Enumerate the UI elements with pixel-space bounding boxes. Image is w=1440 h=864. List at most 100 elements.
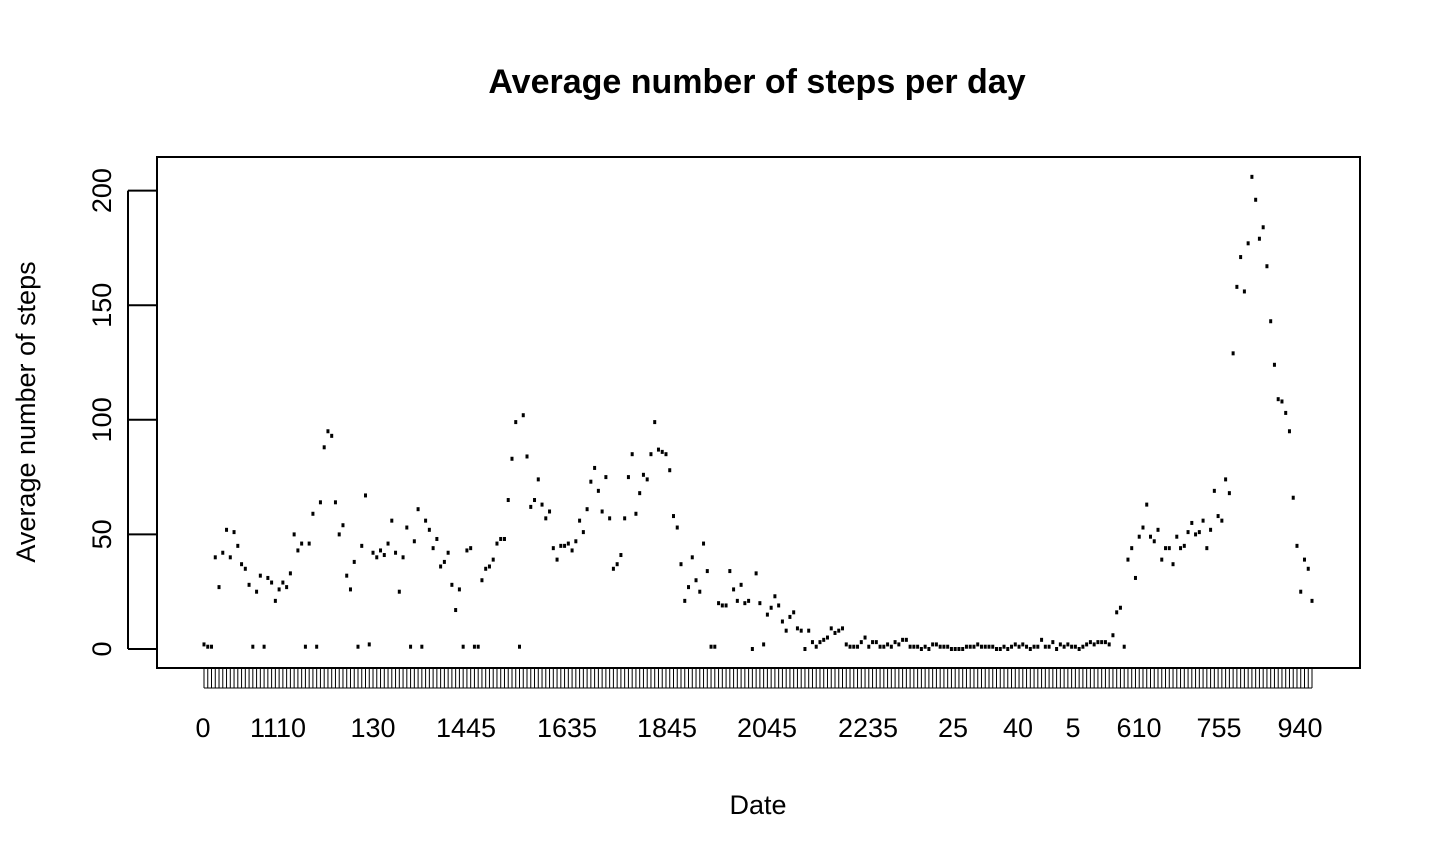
data-point (409, 644, 413, 649)
data-point (690, 555, 694, 560)
data-point (694, 578, 698, 583)
data-point (420, 644, 424, 649)
data-point (1055, 647, 1059, 651)
data-point (1115, 610, 1119, 615)
data-point (251, 644, 255, 649)
data-point (717, 601, 721, 606)
data-point (300, 541, 304, 546)
data-point (446, 550, 450, 555)
data-point (814, 644, 818, 649)
data-point (431, 546, 435, 551)
data-point (630, 452, 634, 457)
data-point (799, 628, 803, 633)
x-tick-label: 2235 (838, 713, 898, 743)
data-point (904, 637, 908, 642)
data-point (454, 608, 458, 613)
data-point (608, 516, 612, 521)
data-point (825, 635, 829, 640)
data-point (525, 454, 529, 459)
data-point (938, 644, 942, 649)
data-point (991, 644, 995, 649)
data-point (1167, 546, 1171, 551)
data-point (784, 628, 788, 633)
data-point (1272, 362, 1276, 367)
chart-title: Average number of steps per day (488, 63, 1025, 101)
data-point (1062, 644, 1066, 649)
data-point (521, 413, 525, 418)
data-point (1197, 530, 1201, 535)
data-point (1186, 530, 1190, 535)
x-tick-label: 1110 (250, 713, 306, 743)
data-point (1194, 532, 1198, 537)
data-point (1160, 557, 1164, 562)
data-point (1040, 637, 1044, 642)
data-point (871, 640, 875, 645)
data-point (1220, 518, 1224, 523)
data-point (1051, 640, 1055, 645)
data-point (1216, 514, 1220, 519)
data-point (529, 504, 533, 509)
data-point (1148, 534, 1152, 539)
data-point (1164, 546, 1168, 551)
data-point (934, 642, 938, 647)
data-point (563, 543, 567, 548)
data-point (705, 569, 709, 574)
data-point (683, 598, 687, 603)
data-point (1231, 351, 1235, 356)
plot-frame (156, 156, 1361, 669)
data-point (949, 647, 953, 651)
data-point (540, 502, 544, 507)
data-point (1107, 642, 1111, 647)
data-point (228, 555, 232, 560)
data-point (427, 527, 431, 532)
data-point (405, 525, 409, 530)
data-point (882, 644, 886, 649)
data-point (371, 550, 375, 555)
data-point (596, 488, 600, 493)
x-tick-label: 940 (1277, 713, 1322, 743)
x-tick-label: 25 (938, 713, 968, 743)
data-point (1171, 562, 1175, 567)
data-point (457, 587, 461, 592)
data-point (604, 475, 608, 480)
data-point (1261, 225, 1265, 230)
data-point (296, 548, 300, 553)
data-point (1130, 546, 1134, 551)
data-point (762, 642, 766, 647)
data-point (348, 587, 352, 592)
data-point (773, 594, 777, 599)
x-tick-label: 130 (350, 713, 395, 743)
data-points (202, 174, 1314, 651)
data-point (210, 644, 214, 649)
data-point (442, 559, 446, 564)
data-point (315, 644, 319, 649)
data-point (728, 569, 732, 574)
data-point (281, 580, 285, 585)
data-point (491, 557, 495, 562)
data-point (946, 644, 950, 649)
data-point (732, 587, 736, 592)
data-point (987, 644, 991, 649)
data-point (645, 477, 649, 482)
data-point (743, 601, 747, 606)
data-point (1291, 495, 1295, 500)
data-point (1047, 644, 1051, 649)
data-point (469, 546, 473, 551)
data-point (341, 523, 345, 528)
data-point (581, 530, 585, 535)
data-point (1137, 534, 1141, 539)
data-point (266, 575, 270, 580)
x-tick-label: 610 (1116, 713, 1161, 743)
data-point (1066, 642, 1070, 647)
data-point (867, 644, 871, 649)
x-tick-label: 1845 (637, 713, 697, 743)
x-tick-label: 40 (1003, 713, 1033, 743)
data-point (968, 644, 972, 649)
data-point (852, 644, 856, 649)
data-point (533, 498, 537, 503)
data-point (623, 516, 627, 521)
data-point (675, 525, 679, 530)
data-point (394, 550, 398, 555)
data-point (555, 557, 559, 562)
data-point (566, 541, 570, 546)
